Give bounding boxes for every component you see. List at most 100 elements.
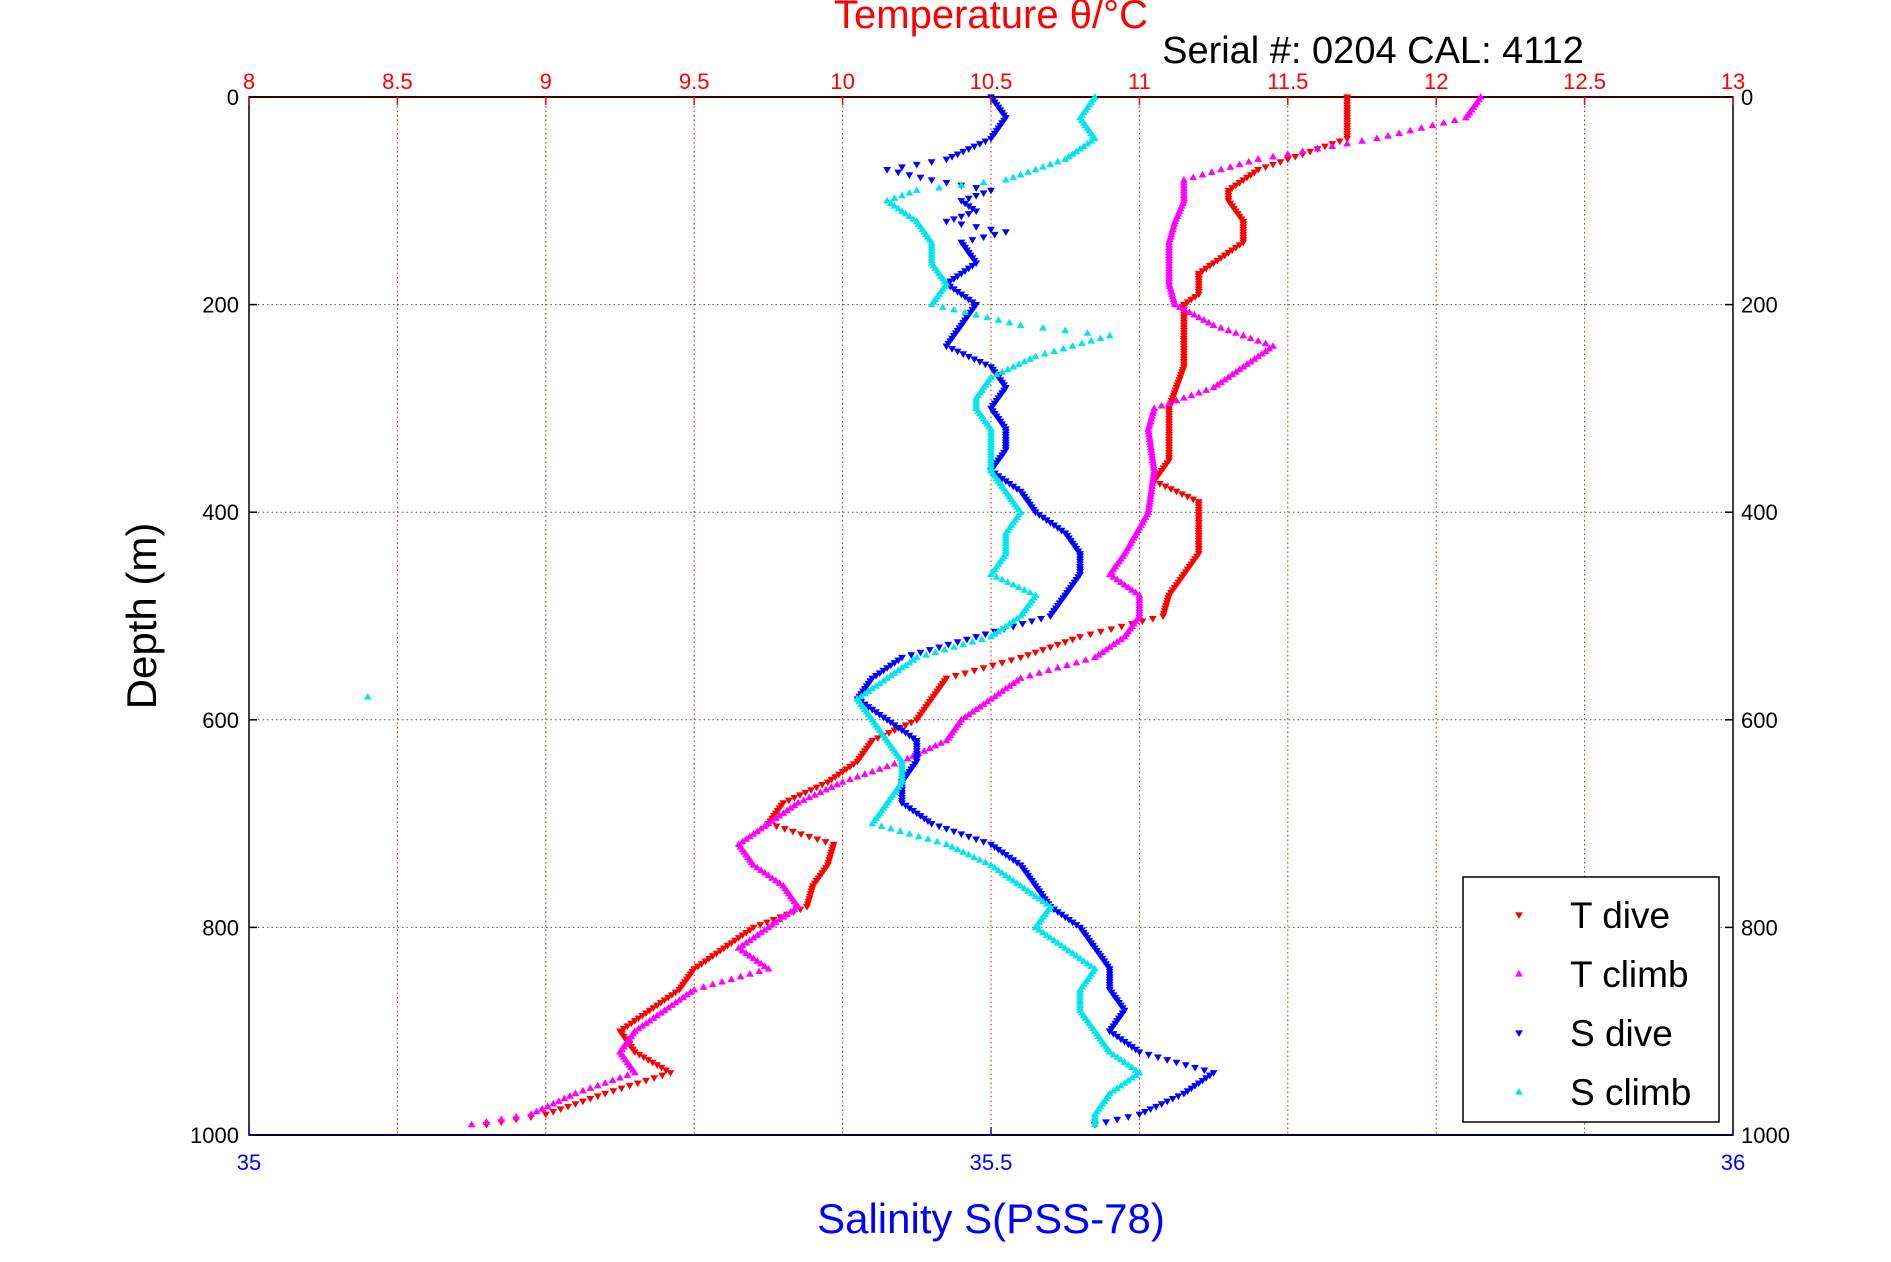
data-point [979, 700, 988, 707]
data-point [983, 313, 992, 321]
data-point [905, 172, 914, 179]
data-point [1076, 144, 1084, 152]
data-point [1007, 657, 1016, 665]
data-point [931, 741, 940, 749]
data-point [756, 922, 765, 929]
data-point [1276, 159, 1285, 166]
data-point [541, 1111, 550, 1119]
data-point [1180, 1090, 1188, 1098]
data-point [593, 1093, 602, 1101]
data-point [901, 722, 910, 729]
data-point [1086, 631, 1095, 639]
data-point [1096, 628, 1105, 636]
data-point [1065, 152, 1073, 160]
data-point [1024, 652, 1032, 659]
data-point [987, 695, 995, 702]
data-point [1113, 1116, 1122, 1124]
data-point [951, 673, 960, 680]
data-point [1026, 588, 1034, 596]
data-point [538, 1105, 546, 1112]
data-point [942, 826, 951, 833]
data-point [1209, 321, 1218, 328]
data-point [975, 141, 984, 148]
data-point [914, 832, 923, 840]
legend-label: S climb [1570, 1072, 1691, 1113]
x-tick-label-temperature: 10 [830, 69, 854, 94]
data-point [898, 207, 906, 214]
data-point [886, 199, 895, 207]
data-point [775, 915, 784, 923]
data-point [857, 692, 866, 700]
data-point [1231, 329, 1240, 336]
data-point [1083, 959, 1092, 967]
data-point [1254, 155, 1263, 162]
data-point [779, 809, 788, 816]
data-point [1168, 1096, 1177, 1103]
data-point [1231, 368, 1240, 375]
data-point [1244, 157, 1253, 165]
data-point [992, 370, 1001, 378]
data-point [650, 1075, 659, 1082]
data-point [1046, 644, 1055, 652]
data-point [783, 806, 791, 814]
data-point [1102, 645, 1110, 653]
data-point [549, 1099, 558, 1107]
y-tick-label-left: 400 [202, 500, 239, 525]
data-point [994, 316, 1003, 323]
data-point [578, 1098, 587, 1106]
data-point [1220, 375, 1229, 383]
data-point [886, 671, 895, 679]
data-point [593, 1081, 602, 1089]
data-point [797, 831, 805, 838]
data-point [757, 866, 765, 873]
data-point [1194, 388, 1203, 396]
data-point [998, 575, 1007, 583]
data-point [757, 824, 765, 832]
data-point [1037, 615, 1045, 623]
data-point [1135, 1068, 1144, 1076]
data-point [909, 656, 917, 663]
data-point [938, 303, 947, 310]
data-point [1358, 137, 1366, 144]
data-point [950, 305, 958, 313]
data-point [957, 831, 966, 838]
data-point [1171, 300, 1179, 308]
data-point [1161, 483, 1170, 491]
data-point [1026, 355, 1034, 362]
data-point [886, 824, 895, 832]
data-point [912, 653, 921, 661]
data-point [1167, 486, 1175, 493]
data-point [1046, 160, 1055, 168]
data-point [979, 190, 988, 198]
data-point [699, 983, 708, 990]
data-point [942, 840, 951, 847]
data-point [1031, 923, 1040, 931]
data-point [749, 933, 758, 941]
data-point [1009, 876, 1018, 884]
data-point [1061, 639, 1070, 646]
data-point [764, 871, 773, 879]
data-point [821, 839, 830, 846]
data-point [799, 796, 808, 803]
data-point [1040, 349, 1049, 357]
data-point [633, 1080, 642, 1088]
data-point [586, 1096, 595, 1103]
data-point [1213, 381, 1222, 388]
data-point [907, 652, 916, 659]
data-point [1190, 310, 1199, 318]
data-series [363, 93, 1485, 1129]
data-point [846, 775, 854, 783]
data-point [1024, 887, 1032, 894]
data-point [642, 1077, 650, 1085]
data-point [894, 169, 903, 177]
data-point [1039, 928, 1047, 936]
data-point [877, 822, 886, 829]
data-point [827, 783, 836, 790]
data-point [1163, 1057, 1172, 1064]
x-tick-label-temperature: 12 [1424, 69, 1448, 94]
data-point [1039, 163, 1047, 170]
x-tick-label-temperature: 10.5 [970, 69, 1013, 94]
data-point [532, 1107, 541, 1115]
data-point [794, 798, 802, 806]
